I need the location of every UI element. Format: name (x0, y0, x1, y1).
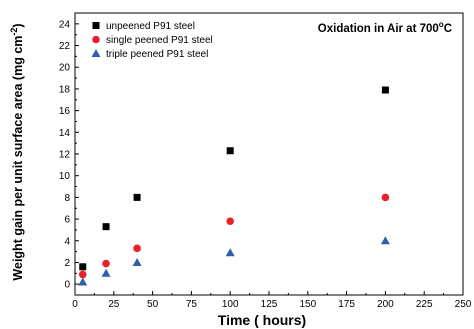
y-tick-label: 4 (64, 236, 70, 247)
y-tick-label: 8 (64, 193, 70, 204)
data-point-square (226, 147, 234, 155)
x-tick-label: 25 (108, 299, 120, 310)
data-point-triangle (132, 257, 142, 266)
x-tick-label: 250 (455, 299, 472, 310)
data-point-triangle (380, 236, 390, 245)
x-tick-label: 125 (261, 299, 278, 310)
data-point-circle (133, 244, 141, 253)
y-tick-label: 24 (59, 19, 71, 30)
data-point-square (102, 223, 110, 231)
data-point-square (79, 263, 87, 271)
y-tick-label: 2 (64, 258, 70, 269)
data-point-circle (78, 270, 87, 279)
x-tick-label: 150 (299, 299, 316, 310)
data-points (78, 86, 390, 286)
x-tick-label: 100 (222, 299, 239, 310)
x-tick-label: 200 (377, 299, 394, 310)
legend-marker-circle (92, 35, 100, 44)
x-tick-label: 225 (416, 299, 433, 310)
y-tick-label: 6 (64, 215, 70, 226)
legend-marker-triangle (91, 49, 101, 57)
x-tick-label: 75 (186, 299, 198, 310)
x-tick-label: 175 (338, 299, 355, 310)
y-tick-label: 12 (59, 150, 71, 161)
legend-marker-square (92, 22, 100, 29)
data-point-circle (226, 217, 234, 226)
legend: unpeened P91 steel single peened P91 stee… (91, 21, 213, 60)
data-point-triangle (78, 277, 88, 286)
chart-annotation: Oxidation in Air at 700oC (318, 20, 452, 35)
data-point-triangle (225, 248, 235, 257)
y-tick-label: 22 (59, 41, 71, 52)
y-tick-label: 16 (59, 106, 71, 117)
x-axis-label: Time ( hours) (218, 312, 306, 328)
data-point-triangle (101, 268, 111, 277)
legend-label: unpeened P91 steel (106, 21, 195, 32)
data-point-circle (102, 259, 110, 268)
y-axis-label: Weight gain per unit surface area (mg cm… (9, 23, 25, 280)
legend-label: single peened P91 steel (106, 35, 213, 46)
y-tick-label: 0 (64, 280, 70, 291)
y-tick-label: 20 (59, 63, 71, 74)
y-tick-label: 14 (59, 128, 71, 139)
y-tick-label: 10 (59, 171, 71, 182)
data-point-square (133, 193, 141, 201)
axis-ticks: 0 25 50 75 100 125 150 175 200 225 250024681012141… (59, 19, 472, 310)
y-tick-label: 18 (59, 84, 71, 95)
x-tick-label: 0 (72, 299, 78, 310)
data-point-circle (381, 193, 390, 202)
legend-label: triple peened P91 steel (106, 49, 208, 60)
data-point-square (381, 86, 389, 94)
x-tick-label: 50 (147, 299, 159, 310)
